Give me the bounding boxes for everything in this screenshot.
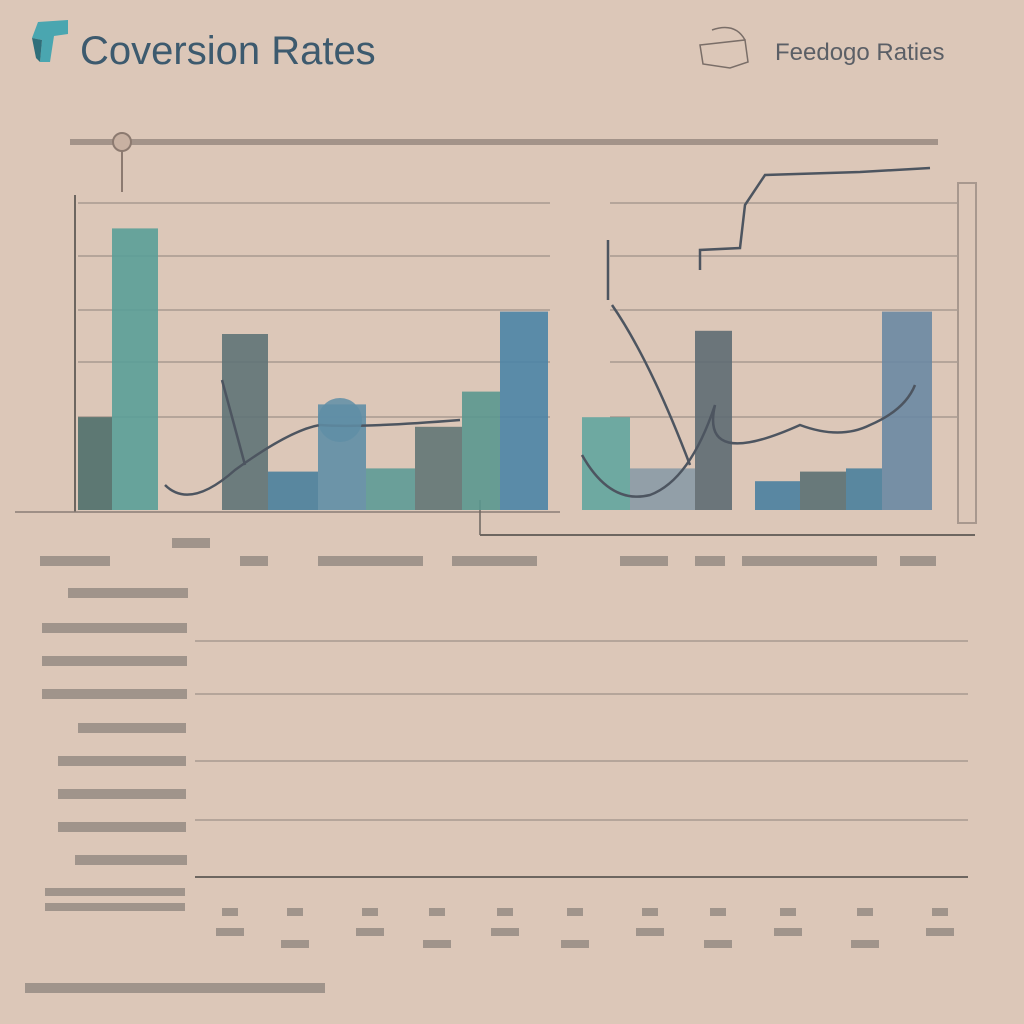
scrib bbox=[567, 908, 583, 916]
bar bbox=[582, 417, 630, 510]
scrib bbox=[704, 940, 732, 948]
scrib bbox=[497, 908, 513, 916]
scrib bbox=[636, 928, 664, 936]
scrib bbox=[857, 908, 873, 916]
bar bbox=[268, 471, 318, 510]
scrib bbox=[429, 908, 445, 916]
bar bbox=[462, 391, 500, 510]
scrib bbox=[710, 908, 726, 916]
scrib bbox=[287, 908, 303, 916]
bar bbox=[500, 311, 548, 510]
trend-lines bbox=[164, 166, 931, 498]
scrib bbox=[642, 908, 658, 916]
bar bbox=[846, 468, 882, 510]
slider-knob bbox=[112, 132, 132, 152]
scrib bbox=[491, 928, 519, 936]
scrib bbox=[216, 928, 244, 936]
scrib bbox=[356, 928, 384, 936]
brand: Feedogo Raties bbox=[775, 39, 944, 66]
bar bbox=[755, 481, 800, 510]
scrib bbox=[222, 908, 238, 916]
title: Coversion Rates bbox=[80, 29, 376, 73]
scrib bbox=[561, 940, 589, 948]
logo bbox=[32, 20, 68, 62]
table-rules bbox=[195, 640, 968, 878]
bar bbox=[800, 471, 846, 510]
scrib bbox=[281, 940, 309, 948]
marker bbox=[318, 398, 362, 442]
scrib bbox=[362, 908, 378, 916]
bar bbox=[882, 311, 932, 510]
scrib bbox=[774, 928, 802, 936]
scrib bbox=[851, 940, 879, 948]
brand-icon bbox=[699, 26, 749, 69]
scrib bbox=[423, 940, 451, 948]
bar bbox=[222, 334, 268, 510]
illegible-x-labels bbox=[216, 908, 954, 948]
bar bbox=[366, 468, 415, 510]
scrib bbox=[926, 928, 954, 936]
bar bbox=[112, 228, 158, 510]
illegible-labels bbox=[25, 538, 936, 993]
bars bbox=[78, 228, 932, 510]
scrib bbox=[932, 908, 948, 916]
bar bbox=[415, 426, 462, 510]
bar bbox=[78, 417, 112, 510]
scrib bbox=[780, 908, 796, 916]
